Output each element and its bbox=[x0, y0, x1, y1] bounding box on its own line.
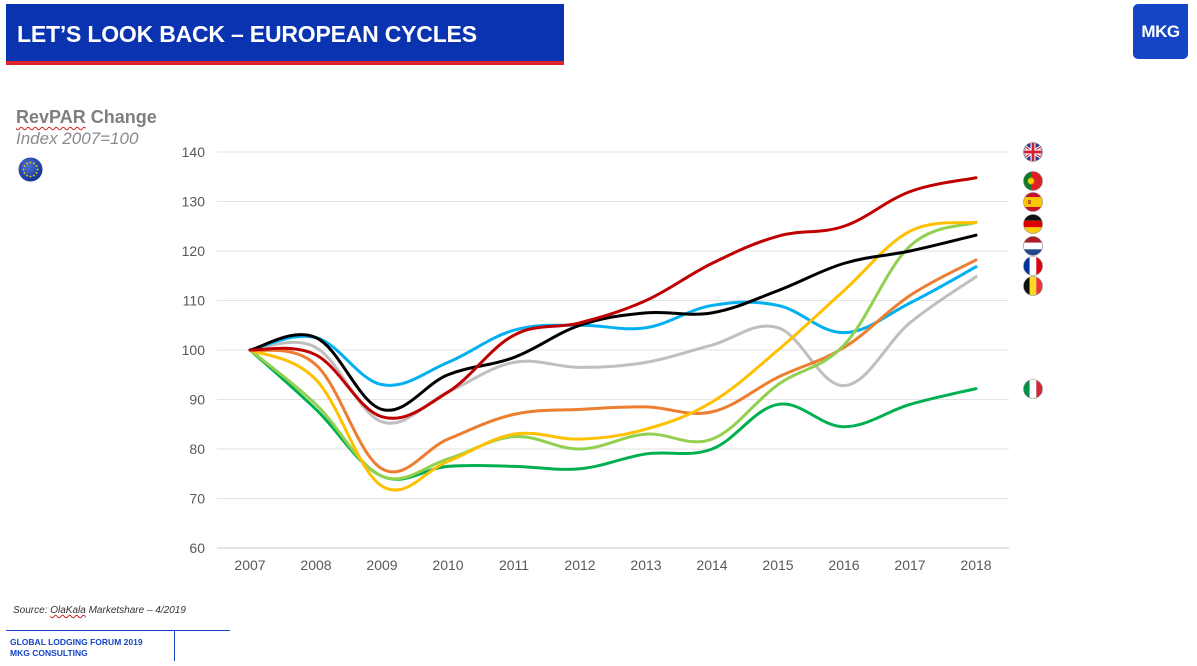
x-tick-label: 2010 bbox=[432, 557, 463, 573]
page-title: LET’S LOOK BACK – EUROPEAN CYCLES bbox=[17, 21, 477, 47]
eu-flag-icon bbox=[18, 157, 43, 182]
x-tick-label: 2014 bbox=[696, 557, 727, 573]
chart-subtitle: Index 2007=100 bbox=[16, 129, 139, 148]
x-tick-label: 2008 bbox=[300, 557, 331, 573]
y-tick-label: 80 bbox=[189, 441, 205, 457]
series-line bbox=[248, 258, 978, 474]
y-tick-label: 90 bbox=[189, 392, 205, 408]
series-line bbox=[248, 220, 978, 481]
italy-flag-icon bbox=[1023, 378, 1043, 399]
footer-line2: MKG CONSULTING bbox=[10, 648, 88, 658]
footer-line1: GLOBAL LODGING FORUM 2019 bbox=[10, 637, 143, 647]
title-underline bbox=[6, 61, 564, 65]
germany-flag-icon bbox=[1023, 213, 1043, 234]
x-tick-label: 2013 bbox=[630, 557, 661, 573]
x-tick-label: 2009 bbox=[366, 557, 397, 573]
y-tick-label: 100 bbox=[182, 342, 206, 358]
footer-text: GLOBAL LODGING FORUM 2019 MKG CONSULTING bbox=[10, 637, 143, 659]
y-tick-label: 70 bbox=[189, 491, 205, 507]
y-tick-label: 60 bbox=[189, 540, 205, 556]
source-note: Source: OlaKala Marketshare – 4/2019 bbox=[13, 605, 186, 616]
title-banner: LET’S LOOK BACK – EUROPEAN CYCLES bbox=[6, 4, 564, 61]
y-tick-label: 140 bbox=[182, 144, 206, 160]
y-tick-label: 120 bbox=[182, 243, 206, 259]
x-tick-label: 2017 bbox=[894, 557, 925, 573]
footer-divider bbox=[174, 630, 175, 661]
belgium-flag-icon bbox=[1023, 275, 1043, 296]
y-tick-label: 130 bbox=[182, 194, 206, 210]
spain-flag-icon bbox=[1023, 191, 1043, 212]
france-flag-icon bbox=[1023, 256, 1043, 276]
netherlands-flag-icon bbox=[1023, 236, 1043, 256]
footer-line bbox=[6, 630, 230, 631]
chart-title: RevPAR Change bbox=[16, 107, 157, 127]
series-line bbox=[248, 176, 978, 420]
mkg-logo: MKG bbox=[1133, 4, 1188, 59]
x-tick-label: 2015 bbox=[762, 557, 793, 573]
y-tick-label: 110 bbox=[183, 293, 206, 309]
x-axis-ticks: 2007 2008 2009 2010 2011 2012 2013 2014 2015 2016… bbox=[234, 557, 991, 573]
x-tick-label: 2011 bbox=[499, 557, 529, 573]
x-tick-label: 2018 bbox=[960, 557, 991, 573]
x-tick-label: 2016 bbox=[828, 557, 859, 573]
x-tick-label: 2012 bbox=[564, 557, 595, 573]
series-line bbox=[248, 275, 978, 425]
chart-title-first: RevPAR bbox=[16, 107, 86, 127]
chart-grid bbox=[217, 151, 1009, 549]
portugal-flag-icon bbox=[1023, 170, 1043, 191]
series-line bbox=[248, 233, 978, 412]
series-line bbox=[248, 220, 978, 492]
chart-series bbox=[248, 176, 978, 492]
x-tick-label: 2007 bbox=[234, 557, 265, 573]
uk-flag-icon bbox=[1023, 142, 1043, 162]
y-axis-ticks: 60 70 80 90 100 110 120 130 140 bbox=[182, 144, 206, 556]
series-line bbox=[248, 265, 978, 387]
